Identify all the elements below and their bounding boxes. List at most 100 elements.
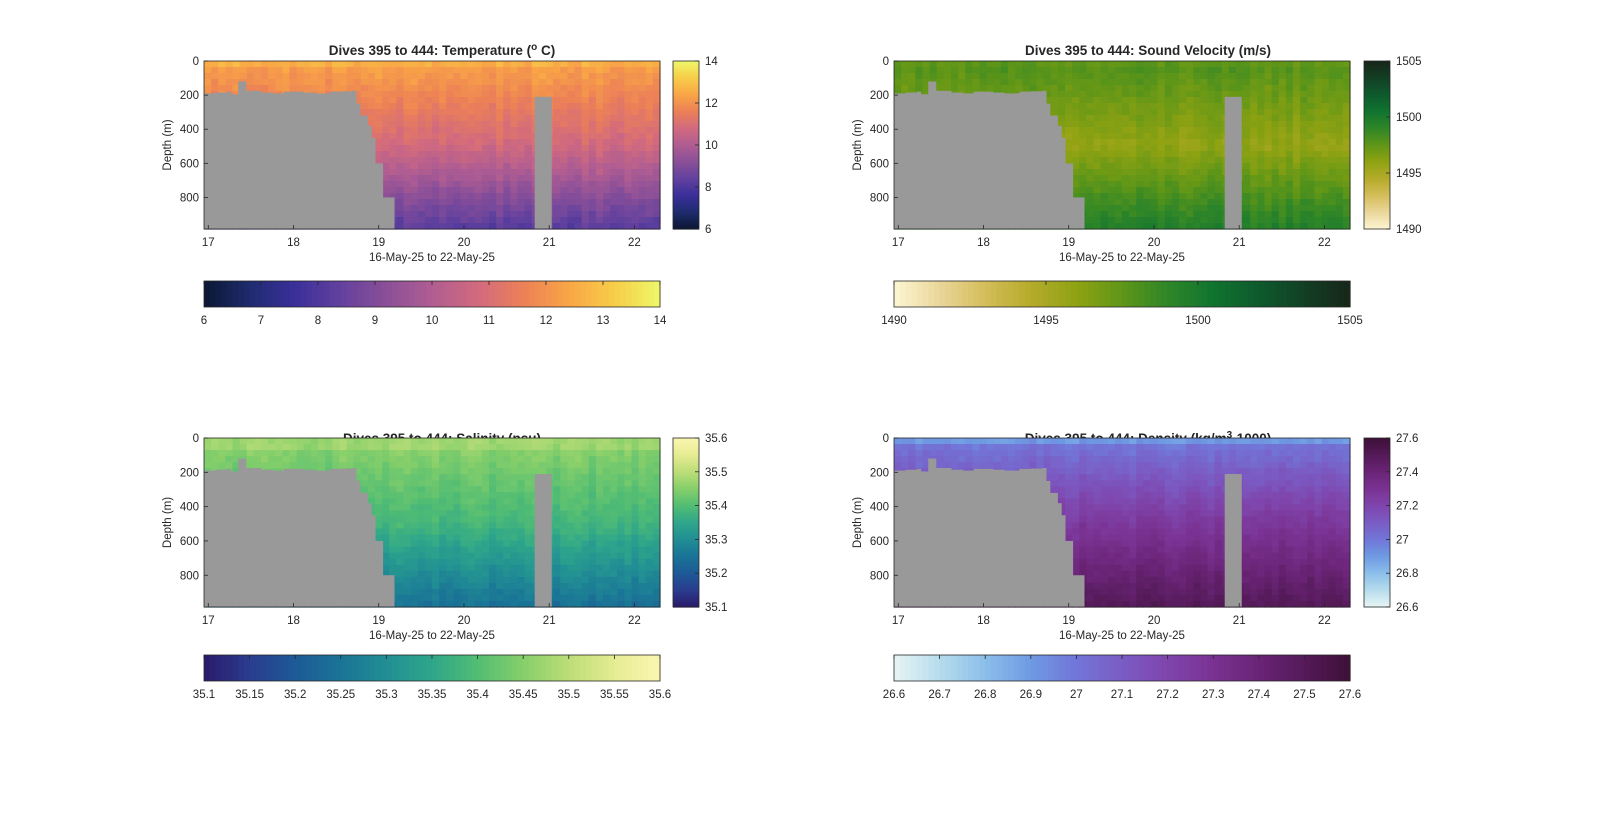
heatmap-cell <box>396 97 405 104</box>
heatmap-cell <box>424 73 433 80</box>
heatmap-cell <box>1093 91 1102 98</box>
heatmap-cell <box>389 73 397 80</box>
heatmap-cell <box>652 175 661 182</box>
heatmap-cell <box>467 85 476 92</box>
heatmap-cell <box>567 67 576 74</box>
heatmap-cell <box>218 444 226 451</box>
heatmap-cell <box>595 211 604 218</box>
heatmap-cell <box>1307 211 1315 218</box>
heatmap-cell <box>375 85 383 92</box>
heatmap-cell <box>1328 199 1337 206</box>
colorbar-segment <box>500 281 507 307</box>
heatmap-cell <box>268 462 276 469</box>
heatmap-cell <box>503 73 511 80</box>
heatmap-cell <box>396 564 405 572</box>
heatmap-cell <box>1093 85 1102 92</box>
heatmap-cell <box>553 175 561 182</box>
heatmap-cell <box>1129 169 1137 176</box>
colorbar-segment <box>1364 166 1390 169</box>
heatmap-cell <box>296 79 305 86</box>
heatmap-cell <box>524 187 533 194</box>
heatmap-cell <box>1171 73 1180 80</box>
heatmap-cell <box>617 79 625 86</box>
heatmap-cell <box>1207 211 1216 218</box>
heatmap-cell <box>489 145 497 152</box>
heatmap-cell <box>1171 109 1180 116</box>
colorbar-segment <box>1364 105 1390 108</box>
colorbar-segment <box>1287 281 1294 307</box>
heatmap-cell <box>1278 127 1287 134</box>
heatmap-cell <box>1250 61 1258 68</box>
heatmap-cell <box>595 109 604 116</box>
heatmap-cell <box>1186 217 1194 224</box>
heatmap-cell <box>1307 139 1315 146</box>
colorbar-segment <box>1364 161 1390 165</box>
heatmap-cell <box>282 79 291 86</box>
heatmap-cell <box>1236 73 1244 80</box>
heatmap-cell <box>460 103 469 110</box>
heatmap-cell <box>389 534 397 542</box>
heatmap-cell <box>382 450 390 457</box>
heatmap-cell <box>1171 139 1180 146</box>
heatmap-cell <box>1150 85 1159 92</box>
heatmap-cell <box>410 91 419 98</box>
heatmap-cell <box>1057 115 1066 122</box>
heatmap-cell <box>595 205 604 212</box>
heatmap-cell <box>403 97 412 104</box>
heatmap-cell <box>1193 97 1201 104</box>
heatmap-cell <box>417 588 426 596</box>
seafloor-mask-segment <box>1023 91 1028 229</box>
heatmap-cell <box>617 73 625 80</box>
heatmap-cell <box>453 145 462 152</box>
heatmap-cell <box>453 67 462 74</box>
heatmap-cell <box>403 103 412 110</box>
heatmap-cell <box>417 498 426 505</box>
heatmap-cell <box>1100 193 1109 200</box>
heatmap-cell <box>1250 85 1258 92</box>
heatmap-cell <box>1328 115 1337 122</box>
heatmap-cell <box>595 67 604 74</box>
heatmap-cell <box>1200 73 1209 80</box>
heatmap-cell <box>382 534 390 542</box>
heatmap-cell <box>1193 223 1201 230</box>
heatmap-cell <box>617 181 625 188</box>
heatmap-cell <box>403 462 412 469</box>
heatmap-cell <box>638 181 647 188</box>
heatmap-cell <box>389 79 397 86</box>
heatmap-cell <box>1207 139 1216 146</box>
heatmap-cell <box>403 85 412 92</box>
heatmap-cell <box>1257 133 1266 140</box>
colorbar-segment <box>1258 281 1266 307</box>
heatmap-cell <box>624 133 633 140</box>
heatmap-cell <box>631 157 640 164</box>
heatmap-cell <box>360 444 369 451</box>
heatmap-cell <box>410 594 419 602</box>
heatmap-cell <box>560 73 568 80</box>
heatmap-cell <box>303 67 312 74</box>
heatmap-cell <box>1342 181 1351 188</box>
heatmap-cell <box>1179 211 1187 218</box>
heatmap-cell <box>553 187 561 194</box>
heatmap-cell <box>1307 61 1315 68</box>
heatmap-cell <box>1072 103 1080 110</box>
heatmap-cell <box>1057 133 1066 140</box>
heatmap-cell <box>303 450 312 457</box>
heatmap-cell <box>1122 73 1130 80</box>
heatmap-cell <box>560 163 568 170</box>
heatmap-cell <box>474 61 483 68</box>
heatmap-cell <box>1300 115 1308 122</box>
heatmap-cell <box>489 103 497 110</box>
heatmap-cell <box>1285 199 1294 206</box>
heatmap-cell <box>1050 109 1059 116</box>
heatmap-cell <box>894 85 902 92</box>
heatmap-cell <box>1186 85 1194 92</box>
heatmap-cell <box>574 169 583 176</box>
heatmap-cell <box>574 139 583 146</box>
heatmap-cell <box>367 480 376 487</box>
heatmap-cell <box>382 67 390 74</box>
heatmap-cell <box>367 79 376 86</box>
heatmap-cell <box>610 97 618 104</box>
heatmap-cell <box>403 516 412 524</box>
heatmap-cell <box>553 67 561 74</box>
heatmap-cell <box>339 438 348 445</box>
